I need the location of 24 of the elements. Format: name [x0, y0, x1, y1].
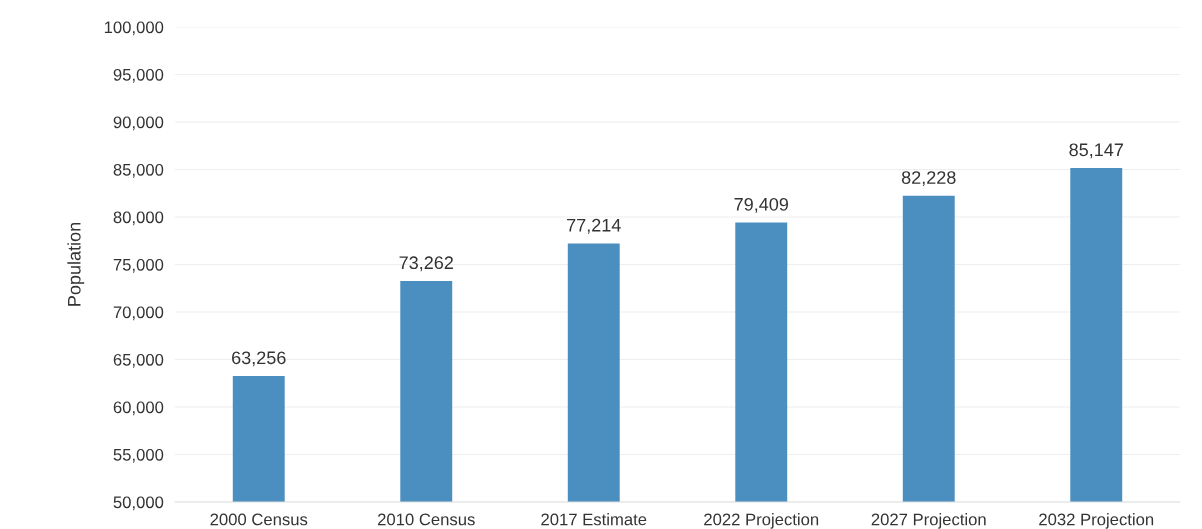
data-label: 63,256 [232, 351, 286, 367]
x-tick-label: 2000 Census [210, 513, 308, 526]
y-tick-label: 70,000 [113, 306, 164, 321]
y-tick-label: 90,000 [113, 116, 164, 131]
data-label: 85,147 [1069, 143, 1123, 159]
y-tick-label: 95,000 [113, 68, 164, 83]
x-tick-label: 2032 Projection [1039, 513, 1154, 529]
y-tick-label: 60,000 [113, 401, 164, 416]
y-axis-title: Population [67, 223, 85, 306]
x-tick-label: 2017 Estimate [541, 513, 647, 526]
y-tick-label: 75,000 [113, 258, 164, 273]
data-label: 82,228 [901, 171, 956, 187]
x-tick-label: 2027 Projection [871, 513, 986, 529]
x-tick-label: 2010 Census [377, 513, 475, 526]
y-tick-label: 65,000 [113, 353, 164, 368]
x-tick-label: 2022 Projection [704, 513, 819, 529]
y-tick-label: 55,000 [113, 448, 164, 463]
data-label: 77,214 [567, 218, 621, 234]
data-label: 73,262 [399, 256, 453, 272]
y-tick-label: 80,000 [113, 211, 164, 226]
data-label: 79,409 [734, 197, 789, 213]
y-tick-label: 85,000 [113, 163, 164, 178]
y-tick-label: 50,000 [113, 496, 164, 511]
y-tick-label: 100,000 [104, 21, 164, 36]
